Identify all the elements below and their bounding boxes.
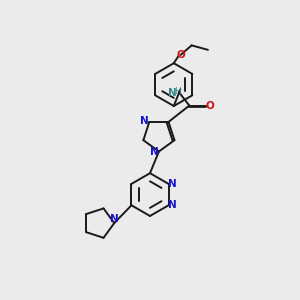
Text: O: O [176,50,185,60]
Text: N: N [110,214,118,224]
Text: N: N [140,116,149,126]
Text: N: N [150,147,159,157]
Text: N: N [168,179,177,189]
Text: N: N [168,88,177,98]
Text: O: O [206,100,214,111]
Text: H: H [174,87,181,96]
Text: N: N [168,200,177,210]
